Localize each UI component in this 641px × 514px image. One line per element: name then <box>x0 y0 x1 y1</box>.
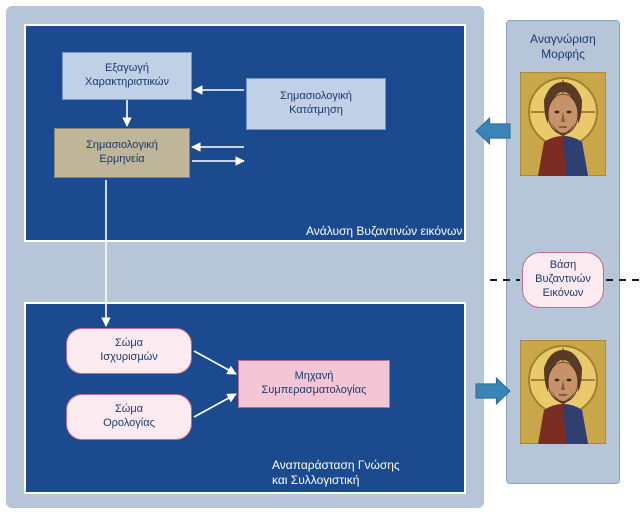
block-arrow-left <box>476 118 510 144</box>
block-arrow-right <box>476 378 510 404</box>
arrows-overlay <box>0 0 641 514</box>
diagram-canvas: ΕξαγωγήΧαρακτηριστικώνΣημασιολογικήΚατάτ… <box>0 0 641 514</box>
